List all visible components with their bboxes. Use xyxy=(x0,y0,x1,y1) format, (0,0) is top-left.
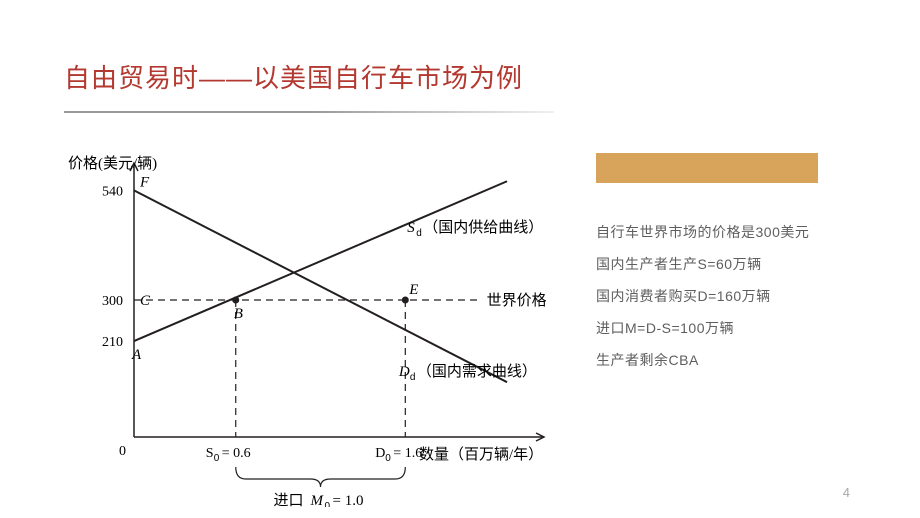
svg-text:S: S xyxy=(407,220,415,236)
svg-text:d: d xyxy=(410,372,416,383)
svg-text:d: d xyxy=(416,228,422,239)
svg-text:D: D xyxy=(375,446,385,461)
svg-text:= 1.0: = 1.0 xyxy=(333,493,364,507)
bullet-list: 自行车世界市场的价格是300美元国内生产者生产S=60万辆国内消费者购买D=16… xyxy=(596,225,866,367)
svg-text:数量（百万辆/年）: 数量（百万辆/年） xyxy=(419,446,543,463)
svg-text:0: 0 xyxy=(325,501,331,507)
svg-text:（国内供给曲线）: （国内供给曲线） xyxy=(423,219,543,236)
accent-bar xyxy=(596,153,818,183)
svg-text:210: 210 xyxy=(102,335,123,350)
svg-text:A: A xyxy=(131,347,142,363)
svg-text:0: 0 xyxy=(385,453,391,464)
svg-text:价格(美元/辆): 价格(美元/辆) xyxy=(68,155,157,172)
svg-text:0: 0 xyxy=(214,453,220,464)
slide-title: 自由贸易时——以美国自行车市场为例 xyxy=(64,58,920,95)
bullet-item: 进口M=D-S=100万辆 xyxy=(596,321,866,335)
bullet-item: 生产者剩余CBA xyxy=(596,353,866,367)
svg-text:540: 540 xyxy=(102,184,123,199)
svg-text:0: 0 xyxy=(119,444,126,459)
bullet-item: 国内消费者购买D=160万辆 xyxy=(596,289,866,303)
svg-text:= 0.6: = 0.6 xyxy=(222,446,251,461)
supply-demand-chart: 价格(美元/辆)数量（百万辆/年）2103005400世界价格Sd（国内供给曲线… xyxy=(64,153,554,507)
svg-text:C: C xyxy=(140,293,151,309)
svg-text:E: E xyxy=(408,282,418,298)
svg-text:M: M xyxy=(310,493,325,507)
svg-text:= 1.6: = 1.6 xyxy=(393,446,422,461)
svg-text:S: S xyxy=(206,446,214,461)
svg-text:世界价格: 世界价格 xyxy=(487,292,547,309)
bullet-item: 国内生产者生产S=60万辆 xyxy=(596,257,866,271)
svg-text:B: B xyxy=(234,306,243,322)
bullet-item: 自行车世界市场的价格是300美元 xyxy=(596,225,866,239)
svg-text:进口: 进口 xyxy=(274,492,304,507)
svg-text:（国内需求曲线）: （国内需求曲线） xyxy=(417,363,537,380)
svg-text:300: 300 xyxy=(102,294,123,309)
svg-text:D: D xyxy=(398,364,410,380)
page-number: 4 xyxy=(843,485,850,500)
svg-text:F: F xyxy=(139,174,150,190)
